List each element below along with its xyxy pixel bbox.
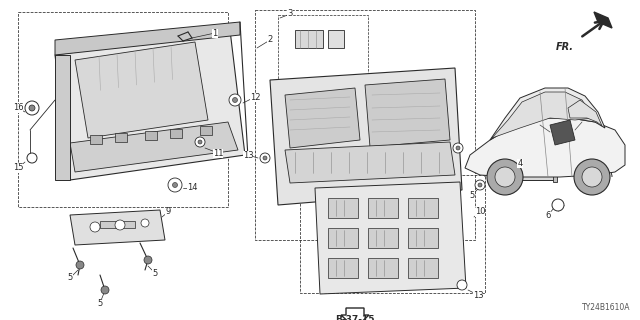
Circle shape: [101, 286, 109, 294]
Circle shape: [195, 137, 205, 147]
Text: 12: 12: [250, 92, 260, 101]
Bar: [90, 135, 102, 144]
Circle shape: [582, 167, 602, 187]
Bar: [328, 258, 358, 278]
Bar: [368, 228, 398, 248]
Text: 4: 4: [517, 158, 523, 167]
Text: 11: 11: [212, 148, 223, 157]
Polygon shape: [341, 308, 369, 320]
Bar: [170, 129, 182, 138]
Bar: [490, 172, 555, 180]
Text: 3: 3: [287, 10, 292, 19]
Circle shape: [457, 280, 467, 290]
Polygon shape: [594, 12, 612, 28]
Bar: [200, 126, 212, 135]
Circle shape: [90, 222, 100, 232]
Bar: [553, 170, 557, 182]
Polygon shape: [285, 142, 455, 183]
Text: 5: 5: [152, 268, 157, 277]
Bar: [145, 131, 157, 140]
Polygon shape: [178, 32, 192, 41]
Bar: [255, 10, 475, 240]
Text: 5: 5: [67, 274, 72, 283]
Text: TY24B1610A: TY24B1610A: [582, 303, 630, 312]
Polygon shape: [55, 22, 240, 55]
Polygon shape: [465, 118, 625, 177]
Text: 10: 10: [475, 207, 485, 217]
Circle shape: [141, 219, 149, 227]
Text: 13: 13: [243, 150, 253, 159]
Circle shape: [478, 183, 482, 187]
Polygon shape: [550, 120, 575, 145]
Circle shape: [260, 153, 270, 163]
Polygon shape: [70, 210, 165, 245]
Circle shape: [76, 261, 84, 269]
Bar: [115, 133, 127, 142]
Text: 13: 13: [473, 291, 483, 300]
Circle shape: [453, 143, 463, 153]
Polygon shape: [285, 88, 360, 148]
Bar: [300, 175, 485, 293]
Polygon shape: [490, 88, 605, 140]
Text: 5: 5: [97, 299, 102, 308]
Bar: [328, 228, 358, 248]
Bar: [368, 258, 398, 278]
Polygon shape: [70, 122, 238, 172]
Text: B-37-15: B-37-15: [335, 315, 375, 320]
Circle shape: [456, 146, 460, 150]
Bar: [295, 30, 323, 48]
Text: 1: 1: [212, 28, 218, 37]
Circle shape: [168, 178, 182, 192]
Bar: [328, 198, 358, 218]
Circle shape: [229, 94, 241, 106]
Text: 15: 15: [13, 164, 23, 172]
Circle shape: [475, 180, 485, 190]
Polygon shape: [75, 42, 208, 138]
Circle shape: [198, 140, 202, 144]
Polygon shape: [270, 68, 462, 205]
Text: 6: 6: [545, 211, 550, 220]
Circle shape: [495, 167, 515, 187]
Text: 14: 14: [187, 183, 197, 193]
Bar: [278, 15, 368, 80]
Bar: [488, 170, 492, 182]
Circle shape: [574, 159, 610, 195]
Circle shape: [27, 153, 37, 163]
Bar: [408, 228, 438, 248]
Circle shape: [173, 182, 177, 188]
Bar: [368, 198, 398, 218]
Circle shape: [115, 220, 125, 230]
Circle shape: [263, 156, 267, 160]
Text: 2: 2: [268, 36, 273, 44]
Polygon shape: [365, 79, 450, 147]
Bar: [408, 198, 438, 218]
Circle shape: [232, 98, 237, 102]
Text: 9: 9: [165, 207, 171, 217]
Polygon shape: [315, 182, 466, 294]
Circle shape: [29, 105, 35, 111]
Bar: [408, 258, 438, 278]
Bar: [328, 30, 344, 48]
Polygon shape: [55, 30, 245, 180]
Polygon shape: [568, 100, 602, 126]
Bar: [18, 12, 228, 207]
Polygon shape: [55, 55, 70, 180]
Bar: [100, 221, 135, 228]
Circle shape: [25, 101, 39, 115]
Polygon shape: [492, 92, 594, 138]
Circle shape: [144, 256, 152, 264]
Text: FR.: FR.: [556, 42, 574, 52]
Text: 16: 16: [13, 103, 23, 113]
Circle shape: [487, 159, 523, 195]
Circle shape: [552, 199, 564, 211]
Text: 5: 5: [469, 190, 475, 199]
